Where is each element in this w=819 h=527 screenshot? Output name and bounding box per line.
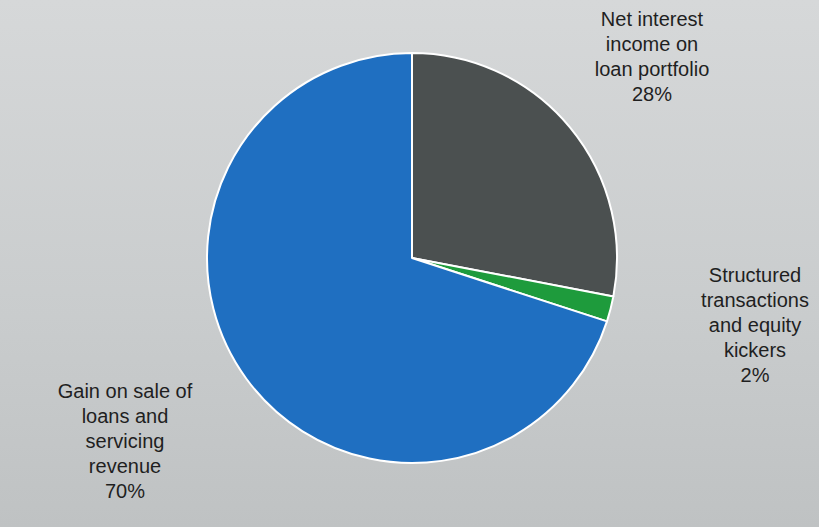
label-line: Gain on sale of bbox=[58, 380, 193, 402]
category-label: Gain on sale of loans and servicing revenue bbox=[58, 380, 193, 477]
pie bbox=[207, 53, 617, 463]
pie-slice bbox=[207, 53, 607, 463]
slice-label: Gain on sale of loans and servicing revenue… bbox=[58, 380, 193, 502]
label-line: kickers bbox=[724, 339, 786, 361]
label-line: servicing bbox=[86, 430, 165, 452]
pie-slice bbox=[412, 53, 617, 296]
label-line: loans and bbox=[82, 405, 169, 427]
label-line: transactions bbox=[701, 289, 809, 311]
chart: Net interest income on loan portfolio 28% St… bbox=[0, 0, 819, 527]
category-label: Net interest income on loan portfolio bbox=[595, 8, 710, 80]
category-label: Structured transactions and equity kickers bbox=[701, 264, 809, 361]
label-line: loan portfolio bbox=[595, 58, 710, 80]
slice-label: Structured transactions and equity kickers 2… bbox=[701, 264, 809, 386]
label-line: revenue bbox=[89, 455, 161, 477]
labels: Net interest income on loan portfolio 28% St… bbox=[58, 8, 809, 502]
value-label: 70% bbox=[105, 480, 145, 502]
value-label: 2% bbox=[741, 364, 770, 386]
value-label: 28% bbox=[632, 83, 672, 105]
label-line: Structured bbox=[709, 264, 801, 286]
label-line: Net interest bbox=[601, 8, 704, 30]
slice-label: Net interest income on loan portfolio 28% bbox=[595, 8, 710, 105]
label-line: and equity bbox=[709, 314, 801, 336]
label-line: income on bbox=[606, 33, 698, 55]
